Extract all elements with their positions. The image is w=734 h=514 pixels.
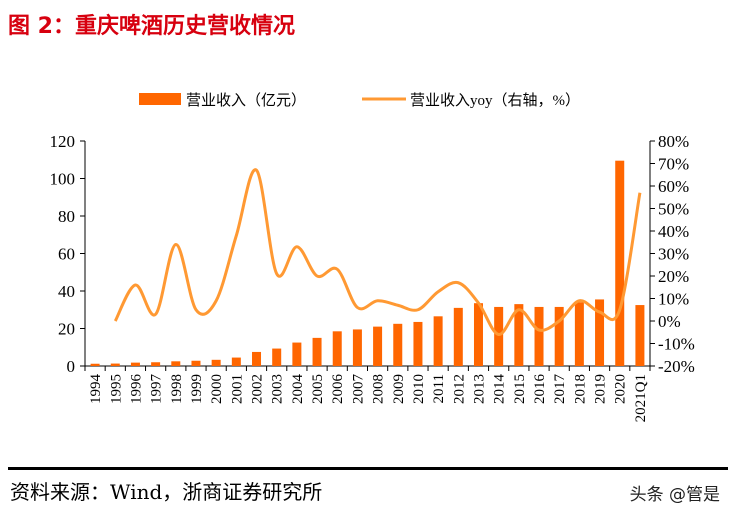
x-tick-label: 2006: [330, 374, 346, 405]
figure-title: 图 2：重庆啤酒历史营收情况: [8, 14, 295, 39]
x-tick-label: 2008: [371, 374, 387, 404]
bar-2003: [272, 348, 282, 366]
right-tick-label: 60%: [658, 177, 689, 196]
x-tick-label: 1996: [128, 374, 144, 405]
x-tick-label: 2007: [350, 374, 366, 405]
bar-2013: [473, 303, 483, 366]
right-tick-label: 80%: [658, 132, 689, 151]
watermark: 头条 @管是: [629, 485, 720, 505]
x-tick-label: 2011: [431, 374, 447, 403]
bar-2000: [211, 359, 221, 366]
x-tick-label: 2004: [290, 374, 306, 405]
x-tick-label: 2012: [451, 374, 467, 404]
x-tick-label: 2020: [613, 374, 629, 404]
x-tick-label: 2010: [411, 374, 427, 404]
bar-2010: [413, 321, 423, 366]
x-tick-label: 2005: [310, 374, 326, 404]
x-tick-label: 2014: [492, 374, 508, 405]
x-tick-label: 1999: [189, 374, 205, 404]
bar-2015: [514, 304, 524, 366]
left-tick-label: 120: [50, 132, 76, 151]
source-note: 资料来源：Wind，浙商证券研究所: [10, 480, 323, 504]
yoy-line: [113, 168, 642, 336]
legend-bar-label: 营业收入（亿元）: [186, 92, 306, 109]
x-tick-label: 2001: [229, 374, 245, 404]
x-tick-label: 2017: [552, 374, 568, 405]
right-tick-label: -10%: [658, 335, 695, 354]
divider: [8, 467, 728, 470]
left-tick-label: 0: [67, 357, 76, 376]
bar-1997: [151, 362, 161, 366]
bar-2006: [332, 331, 342, 366]
x-tick-label: 1994: [88, 374, 104, 405]
bar-2001: [231, 357, 241, 366]
bar-2008: [373, 326, 383, 366]
right-tick-label: 0%: [658, 312, 681, 331]
x-tick-label: 2021Q1: [633, 374, 649, 422]
bar-2014: [494, 306, 504, 366]
bar-1998: [171, 361, 181, 366]
revenue-chart: 0 20 40 60 80 100 120 -20% -10% 0% 10% 20% 30% 40% 50%…: [50, 92, 695, 422]
bar-2004: [292, 342, 302, 366]
bar-1996: [130, 362, 140, 366]
bar-2017: [554, 306, 564, 366]
bar-2018: [574, 302, 584, 366]
bar-1999: [191, 360, 201, 366]
bar-2019: [595, 299, 605, 366]
x-tick-label: 2003: [270, 374, 286, 404]
left-tick-label: 80: [58, 207, 75, 226]
x-tick-label: 2002: [250, 374, 266, 404]
bar-2020: [615, 160, 625, 366]
x-tick-label: 2016: [532, 374, 548, 405]
x-tick-label: 2015: [512, 374, 528, 404]
legend-line-label: 营业收入yoy（右轴，%）: [410, 92, 580, 109]
x-tick-label: 1998: [169, 374, 185, 404]
bar-2011: [433, 316, 443, 366]
x-tick-label: 1995: [108, 374, 124, 404]
left-tick-label: 20: [58, 320, 75, 339]
left-tick-label: 40: [58, 282, 75, 301]
right-tick-label: 50%: [658, 200, 689, 219]
right-tick-label: 30%: [658, 245, 689, 264]
bar-2021Q1: [635, 305, 645, 366]
bar-2005: [312, 337, 322, 366]
x-tick-label: 2000: [209, 374, 225, 404]
x-tick-label: 2018: [572, 374, 588, 404]
right-tick-label: 10%: [658, 290, 689, 309]
bar-2016: [534, 306, 544, 366]
right-tick-label: 20%: [658, 267, 689, 286]
x-tick-label: 2019: [593, 374, 609, 404]
bar-2002: [252, 351, 262, 366]
bar-1995: [110, 363, 120, 366]
right-tick-label: -20%: [658, 357, 695, 376]
x-tick-label: 2013: [471, 374, 487, 404]
bar-1994: [90, 363, 100, 366]
x-tick-label: 1997: [149, 374, 165, 405]
legend-bar-swatch: [139, 93, 181, 105]
bar-2009: [393, 323, 403, 366]
right-tick-label: 40%: [658, 222, 689, 241]
left-tick-label: 100: [50, 170, 76, 189]
x-tick-label: 2009: [391, 374, 407, 404]
bar-2012: [453, 307, 463, 366]
left-tick-label: 60: [58, 245, 75, 264]
bar-2007: [352, 329, 362, 366]
right-tick-label: 70%: [658, 155, 689, 174]
